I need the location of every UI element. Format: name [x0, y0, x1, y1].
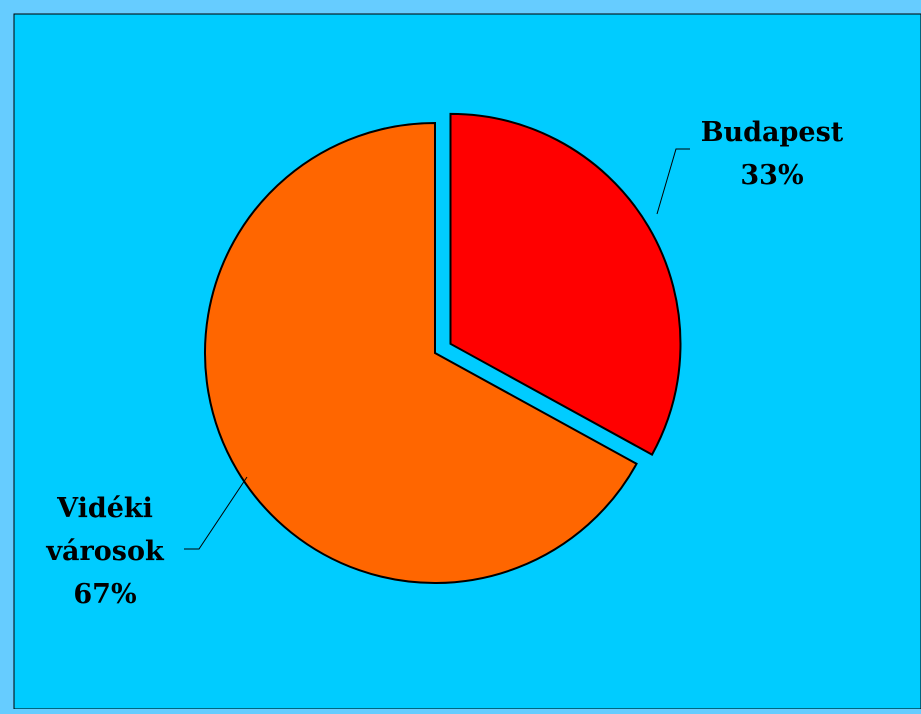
labels-layer: Budapest 33% Vidéki városok 67%	[45, 117, 843, 610]
slice-value-label-0: 33%	[740, 160, 803, 191]
slice-name-line-0-0: Budapest	[701, 117, 844, 148]
pie-slice-0	[449, 112, 682, 456]
leader-line-1	[184, 476, 248, 550]
slice-label-0: Budapest 33%	[701, 117, 844, 191]
slice-value-label-1: 67%	[73, 579, 136, 610]
pie-slice-1	[204, 121, 638, 584]
slices-layer	[204, 112, 682, 584]
slice-label-1: Vidéki városok 67%	[45, 493, 165, 610]
slice-name-line-1-1: városok	[45, 536, 165, 567]
leader-line-0	[656, 148, 690, 215]
leaders-layer	[184, 148, 690, 550]
slice-name-line-1-0: Vidéki	[56, 493, 153, 524]
